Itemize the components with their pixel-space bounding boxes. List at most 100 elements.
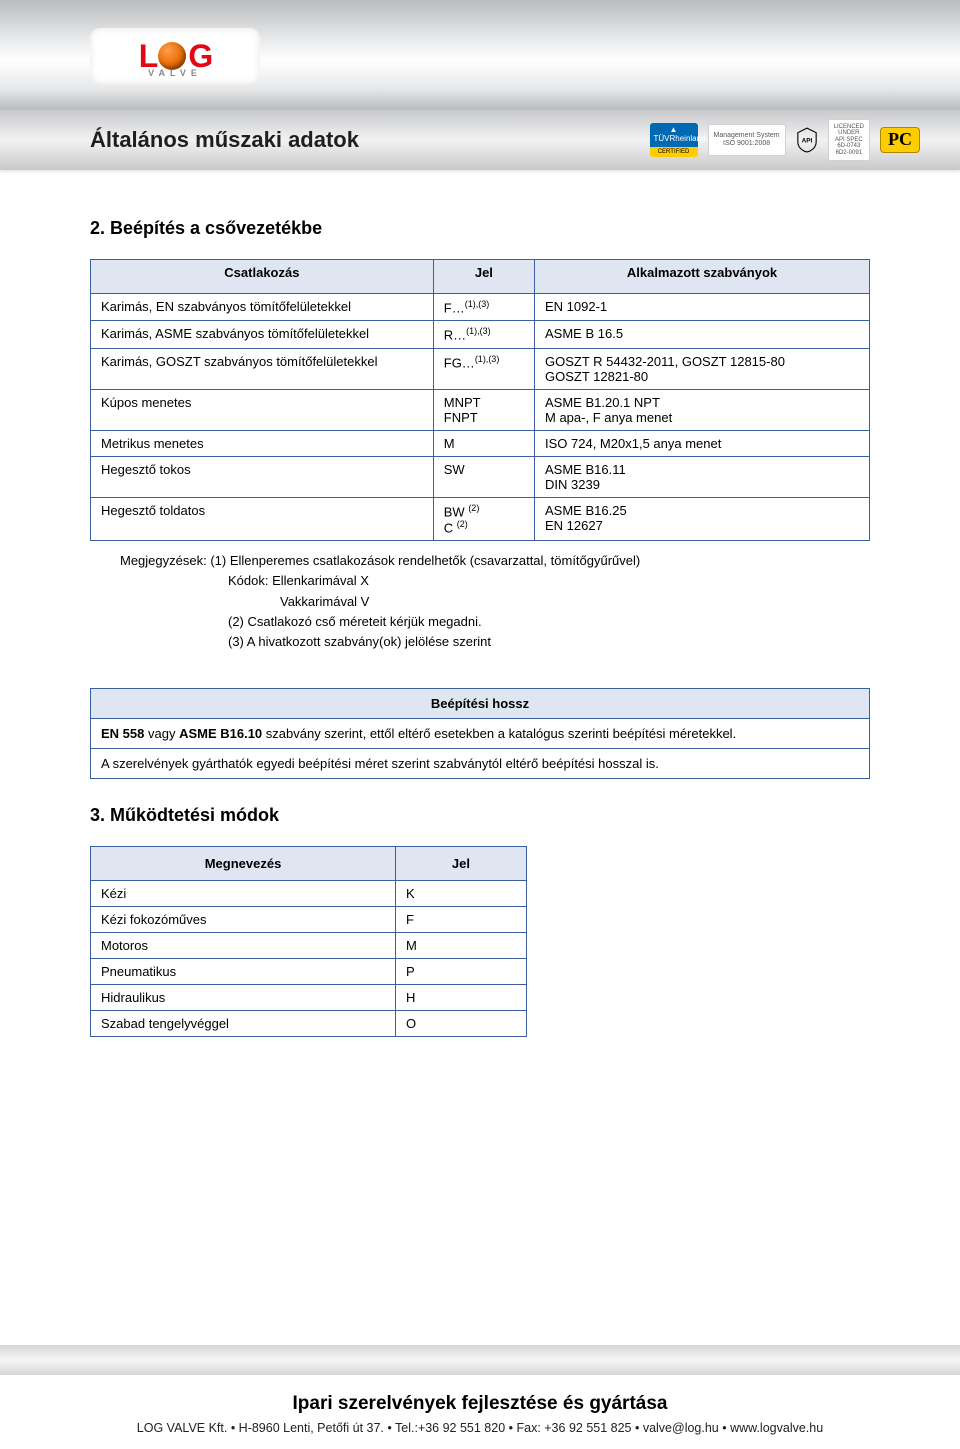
header-band: L G VALVE [0,0,960,110]
table-row: HidraulikusH [91,985,527,1011]
logo-sphere-icon [158,42,186,70]
box-r1b: ASME B16.10 [179,726,262,741]
box-r1mid: vagy [144,726,179,741]
cell-standards: GOSZT R 54432-2011, GOSZT 12815-80GOSZT … [535,348,870,389]
cert-tuv: ▲ TÜVRheinland CERTIFIED [650,123,698,157]
modes-table: Megnevezés Jel KéziKKézi fokozóművesFMot… [90,846,527,1037]
cert-iso-l2: ISO 9001:2008 [723,140,770,148]
cell-megnevezes: Szabad tengelyvéggel [91,1011,396,1037]
logo: L G VALVE [90,28,260,84]
cell-connection: Hegesztő toldatos [91,497,434,541]
table-row: Karimás, GOSZT szabványos tömítőfelülete… [91,348,870,389]
th-jel: Jel [433,260,534,294]
api-l3: API SPEC [835,137,863,144]
cell-jel: MNPTFNPT [433,389,534,430]
box-row-2: A szerelvények gyárthatók egyedi beépíté… [91,749,870,779]
table-header-row: Csatlakozás Jel Alkalmazott szabványok [91,260,870,294]
table-row: MotorosM [91,933,527,959]
note-5: (3) A hivatkozott szabvány(ok) jelölése … [120,632,870,652]
note-2: Kódok: Ellenkarimával X [120,571,870,591]
logo-subtext: VALVE [90,68,260,78]
cell-jel: M [396,933,527,959]
th-jel2: Jel [396,847,527,881]
table-row: Kézi fokozóművesF [91,907,527,933]
footer: Ipari szerelvények fejlesztése és gyártá… [0,1345,960,1449]
th-megnevezes: Megnevezés [91,847,396,881]
cell-jel: H [396,985,527,1011]
th-csatlakozas: Csatlakozás [91,260,434,294]
cell-jel: M [433,430,534,456]
section2-heading: 2. Beépítés a csővezetékbe [90,218,870,239]
cert-pc: PC [880,127,920,153]
section3-heading: 3. Működtetési módok [90,805,870,826]
build-length-box: Beépítési hossz EN 558 vagy ASME B16.10 … [90,688,870,779]
cell-standards: ASME B1.20.1 NPTM apa-, F anya menet [535,389,870,430]
modes-header-row: Megnevezés Jel [91,847,527,881]
cell-jel: K [396,881,527,907]
notes-block: Megjegyzések: (1) Ellenperemes csatlakoz… [90,551,870,652]
cert-iso: Management System ISO 9001:2008 [708,124,786,156]
note-1: Megjegyzések: (1) Ellenperemes csatlakoz… [120,551,870,571]
footer-main: Ipari szerelvények fejlesztése és gyártá… [0,1385,960,1449]
table-row: Kúpos menetesMNPTFNPTASME B1.20.1 NPTM a… [91,389,870,430]
th-szabvanyok: Alkalmazott szabványok [535,260,870,294]
api-monogram-icon: API [796,127,818,153]
cell-megnevezes: Kézi fokozóműves [91,907,396,933]
table-row: KéziK [91,881,527,907]
certifications-row: ▲ TÜVRheinland CERTIFIED Management Syst… [650,119,921,162]
api-l2: UNDER [838,130,859,137]
cell-jel: BW (2)C (2) [433,497,534,541]
page-title: Általános műszaki adatok [90,127,359,153]
cert-api-icon: API [796,124,818,156]
cert-api-license: LICENCED UNDER API SPEC 6D-0743 6D2-0091 [828,119,870,162]
tuv-label: ▲ TÜVRheinland [650,123,698,147]
note-4: (2) Csatlakozó cső méreteit kérjük megad… [120,612,870,632]
cell-jel: O [396,1011,527,1037]
footer-stripe [0,1345,960,1375]
cell-jel: R…(1),(3) [433,321,534,348]
cell-standards: ASME B 16.5 [535,321,870,348]
footer-contact-line: LOG VALVE Kft. • H-8960 Lenti, Petőfi út… [0,1421,960,1435]
table-row: Szabad tengelyvéggelO [91,1011,527,1037]
svg-text:API: API [801,138,812,145]
cell-connection: Metrikus menetes [91,430,434,456]
table-row: Karimás, EN szabványos tömítőfelületekke… [91,294,870,321]
box-r1a: EN 558 [101,726,144,741]
table-row: Karimás, ASME szabványos tömítőfelületek… [91,321,870,348]
cell-megnevezes: Motoros [91,933,396,959]
cell-megnevezes: Kézi [91,881,396,907]
table-row: PneumatikusP [91,959,527,985]
cell-standards: ISO 724, M20x1,5 anya menet [535,430,870,456]
table-row: Hegesztő toldatosBW (2)C (2)ASME B16.25E… [91,497,870,541]
cell-jel: FG…(1),(3) [433,348,534,389]
cell-megnevezes: Pneumatikus [91,959,396,985]
cell-jel: P [396,959,527,985]
note-3: Vakkarimával V [120,592,870,612]
cell-connection: Karimás, ASME szabványos tömítőfelületek… [91,321,434,348]
box-r1rest: szabvány szerint, ettől eltérő esetekben… [262,726,736,741]
api-l1: LICENCED [834,124,864,131]
cell-jel: SW [433,456,534,497]
connections-table: Csatlakozás Jel Alkalmazott szabványok K… [90,259,870,541]
cert-iso-l1: Management System [714,132,780,140]
cell-connection: Karimás, EN szabványos tömítőfelületekke… [91,294,434,321]
tuv-certified: CERTIFIED [650,147,698,158]
footer-title: Ipari szerelvények fejlesztése és gyártá… [0,1393,960,1415]
table-row: Hegesztő tokosSWASME B16.11DIN 3239 [91,456,870,497]
tuv-text: TÜVRheinland [654,134,706,143]
cell-connection: Hegesztő tokos [91,456,434,497]
api-l5: 6D2-0091 [836,150,862,157]
content-area: 2. Beépítés a csővezetékbe Csatlakozás J… [0,170,960,1037]
cell-megnevezes: Hidraulikus [91,985,396,1011]
cell-standards: ASME B16.25EN 12627 [535,497,870,541]
cell-standards: EN 1092-1 [535,294,870,321]
cell-standards: ASME B16.11DIN 3239 [535,456,870,497]
cell-connection: Kúpos menetes [91,389,434,430]
box-row-1: EN 558 vagy ASME B16.10 szabvány szerint… [91,719,870,749]
title-band: Általános műszaki adatok ▲ TÜVRheinland … [0,110,960,170]
api-l4: 6D-0743 [837,143,860,150]
box-header: Beépítési hossz [91,689,870,719]
cell-jel: F [396,907,527,933]
table-row: Metrikus menetesMISO 724, M20x1,5 anya m… [91,430,870,456]
cell-connection: Karimás, GOSZT szabványos tömítőfelülete… [91,348,434,389]
